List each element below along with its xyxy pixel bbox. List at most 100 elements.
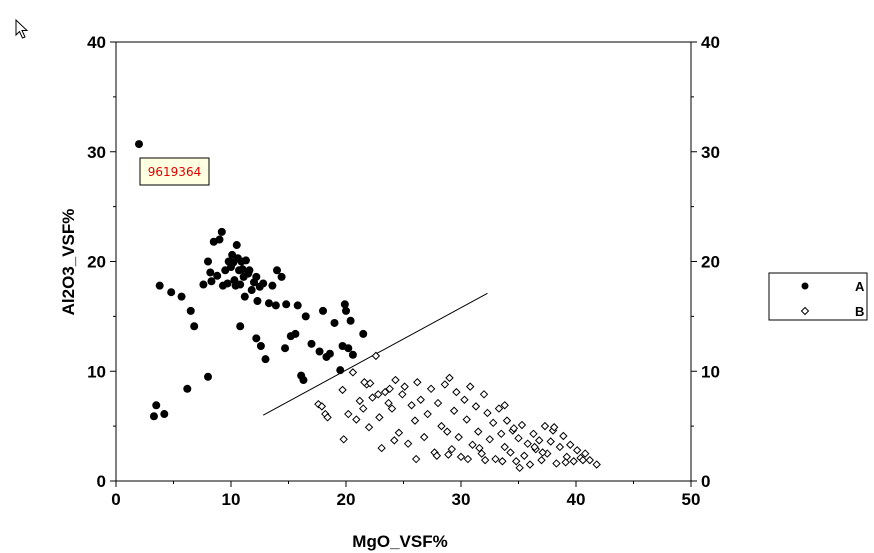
series-b-point [437,421,446,431]
tooltip-text: 9619364 [148,165,201,179]
series-b-point [578,455,588,465]
series-b-point [468,440,477,449]
series-b-point [400,382,409,391]
series-a-point [252,272,261,281]
series-b-point [572,446,582,455]
series-b-point [449,406,459,415]
series-a-point [348,350,357,359]
series-a-point [282,300,291,309]
series-a-point [160,410,169,419]
series-b-point [365,379,375,388]
series-b-point [385,384,394,394]
series-b-point [317,402,327,411]
series-b-point [475,443,484,453]
series-b-point [509,424,519,433]
series-b-point [462,415,471,424]
series-a-point [256,342,265,351]
series-b-point [444,450,453,459]
series-b-point [511,457,521,466]
series-b-point [387,404,397,413]
y-axis-ticks: 0 10 20 30 40 [87,33,116,491]
series-a-point [319,306,327,315]
series-a-point [245,266,254,275]
series-a-point [261,355,270,364]
y-tick-label: 20 [87,253,106,272]
series-a-point [215,235,224,244]
tooltip-box [139,157,210,186]
series-b-point [540,421,550,431]
series-b-point [491,454,500,464]
series-b-point [515,463,524,473]
series-a-point [359,329,368,338]
x-tick-label: 20 [337,490,356,509]
series-b-point [339,435,348,444]
series-b-point [500,401,509,410]
series-a-point [204,372,212,381]
mouse-pointer-icon [15,18,29,39]
series-a-point [232,241,241,250]
series-b-point [479,390,489,399]
series-a-point [340,300,349,309]
series-a-point [253,297,262,306]
series-a-point [336,366,345,375]
series-b-point [559,431,568,441]
series-a-point [299,376,308,385]
legend-marker-a [801,282,809,290]
series-a-point [259,279,268,288]
series-a-point [177,292,186,301]
series-a-point [252,334,261,343]
series-b-point [555,442,565,452]
series-b-point [413,378,422,387]
y-tick-label: 40 [87,33,106,52]
series-a-point [190,322,199,331]
series-b-point [348,368,358,377]
x-tick-label: 10 [222,490,241,509]
series-a-point [223,279,232,288]
y-axis-title: Al2O3_VSF% [59,209,78,316]
series-b-point [463,454,473,464]
series-a-point [236,280,245,289]
series-b-point [433,398,443,408]
series-b-point [391,375,400,385]
series-a-point [217,227,226,236]
series-b-point [440,380,450,389]
series-b-point [569,457,578,466]
series-a-point [325,349,334,358]
series-b-point [561,458,570,467]
x-axis-ticks: 0 10 20 30 40 50 [111,481,700,509]
series-b-point [471,402,481,411]
series-a-point [344,344,353,353]
series-a-point [346,316,355,325]
series-b-point [546,437,555,446]
series-b-point [523,439,532,448]
series-b-point [494,404,504,413]
series-a-point [204,257,212,266]
series-a-point [271,301,280,310]
series-b-point [483,408,492,418]
series-a-point [241,256,250,265]
series-b-point [352,415,361,424]
series-b-point [359,404,368,413]
sample-id-tooltip: 9619364 [139,157,210,186]
series-b-point [368,393,377,402]
series-a-point [149,412,158,421]
legend-label-a: A [855,279,865,294]
series-b-point [398,390,407,399]
series-b-point [377,443,386,453]
y2-tick-label: 0 [701,472,710,491]
y-tick-label: 10 [87,362,106,381]
series-b-point [344,409,353,419]
series-a-point [307,339,316,348]
y2-tick-label: 20 [701,253,720,272]
series-b-point [403,439,413,448]
series-b-point [452,387,461,397]
plot-frame [115,41,692,482]
series-b-point [514,433,523,443]
legend: A B [768,272,868,321]
series-a-point [238,265,247,274]
right-y-axis-ticks: 0 10 20 30 40 [691,33,720,491]
series-a-point [155,281,164,290]
series-a-point [315,347,324,356]
legend-box [768,272,868,321]
series-a-point [342,306,350,315]
